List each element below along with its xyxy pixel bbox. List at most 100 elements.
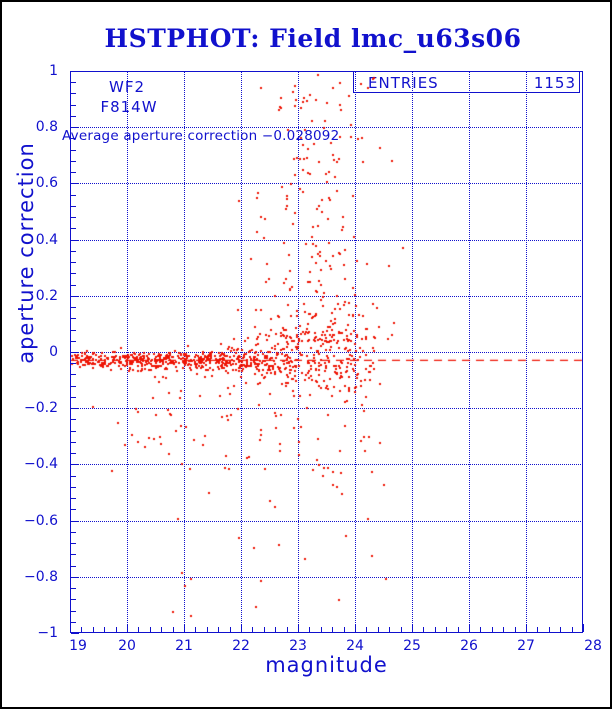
y-major-tick [71, 408, 79, 410]
y-minor-tick [71, 621, 76, 623]
x-minor-tick [389, 627, 391, 632]
x-minor-tick [309, 627, 311, 632]
y-tick-label: 0.4 [35, 231, 58, 248]
y-major-tick [71, 71, 79, 72]
x-tick-label: 26 [460, 638, 478, 654]
y-minor-tick [71, 340, 76, 342]
y-tick-label: −0.4 [24, 456, 58, 473]
y-major-tick [71, 127, 79, 129]
x-major-tick [298, 624, 299, 632]
x-tick-label: 19 [69, 638, 87, 654]
y-minor-tick [71, 138, 76, 140]
x-minor-tick [377, 627, 379, 632]
x-minor-tick [343, 627, 345, 632]
scatter-plot-canvas [70, 71, 583, 633]
y-minor-tick [71, 307, 76, 309]
y-minor-tick [71, 217, 76, 219]
x-axis-title: magnitude [265, 653, 388, 677]
x-tick-label: 22 [232, 638, 250, 654]
y-tick-label: −1 [37, 625, 58, 641]
y-minor-tick [71, 599, 76, 601]
x-minor-tick [434, 627, 436, 632]
x-minor-tick [537, 627, 539, 632]
x-minor-tick [514, 627, 516, 632]
y-minor-tick [71, 543, 76, 545]
plot-frame [70, 71, 583, 633]
x-minor-tick [286, 627, 288, 632]
y-tick-label: 1 [49, 63, 58, 79]
x-tick-label: 27 [517, 638, 535, 654]
y-major-tick [71, 352, 79, 353]
x-minor-tick [81, 627, 83, 632]
x-minor-tick [172, 627, 174, 632]
average-correction-annotation: Average aperture correction −0.028092 [62, 128, 340, 144]
y-major-tick [71, 239, 79, 241]
x-minor-tick [149, 627, 151, 632]
y-minor-tick [71, 374, 76, 376]
y-minor-tick [71, 453, 76, 455]
x-minor-tick [480, 627, 482, 632]
y-major-tick [71, 464, 79, 466]
x-minor-tick [503, 627, 505, 632]
y-minor-tick [71, 160, 76, 162]
y-major-tick [71, 633, 79, 634]
y-major-tick [71, 183, 79, 185]
y-minor-tick [71, 273, 76, 275]
x-tick-label: 23 [289, 638, 307, 654]
y-minor-tick [71, 385, 76, 387]
y-tick-label: −0.6 [24, 512, 58, 529]
x-minor-tick [195, 627, 197, 632]
y-minor-tick [71, 115, 76, 117]
x-minor-tick [92, 627, 94, 632]
y-tick-label: −0.2 [24, 400, 58, 417]
x-minor-tick [275, 627, 277, 632]
y-minor-tick [71, 509, 76, 511]
y-major-tick [71, 295, 79, 297]
x-minor-tick [252, 627, 254, 632]
y-minor-tick [71, 250, 76, 252]
y-minor-tick [71, 565, 76, 567]
y-tick-label: −0.8 [24, 568, 58, 585]
y-minor-tick [71, 104, 76, 106]
y-minor-tick [71, 329, 76, 331]
x-minor-tick [548, 627, 550, 632]
x-minor-tick [400, 627, 402, 632]
x-tick-label: 25 [403, 638, 421, 654]
x-major-tick [469, 624, 470, 632]
y-major-tick [71, 520, 79, 522]
x-major-tick [526, 624, 527, 632]
y-minor-tick [71, 149, 76, 151]
y-minor-tick [71, 498, 76, 500]
y-tick-label: 0.2 [35, 287, 58, 304]
x-minor-tick [229, 627, 231, 632]
y-minor-tick [71, 430, 76, 432]
y-minor-tick [71, 172, 76, 174]
y-minor-tick [71, 318, 76, 320]
y-minor-tick [71, 475, 76, 477]
x-tick-label: 28 [584, 638, 602, 654]
y-minor-tick [71, 194, 76, 196]
y-minor-tick [71, 554, 76, 556]
y-minor-tick [71, 82, 76, 84]
y-tick-label: 0.8 [35, 119, 58, 136]
x-minor-tick [491, 627, 493, 632]
x-minor-tick [104, 627, 106, 632]
y-minor-tick [71, 262, 76, 264]
x-minor-tick [161, 627, 163, 632]
x-minor-tick [115, 627, 117, 632]
y-minor-tick [71, 610, 76, 612]
y-minor-tick [71, 284, 76, 286]
x-major-tick [412, 624, 413, 632]
page-title: HSTPHOT: Field lmc_u63s06 [104, 24, 522, 53]
y-minor-tick [71, 363, 76, 365]
x-tick-label: 21 [175, 638, 193, 654]
y-minor-tick [71, 228, 76, 230]
x-minor-tick [206, 627, 208, 632]
y-minor-tick [71, 531, 76, 533]
y-tick-label: 0 [49, 344, 58, 360]
x-minor-tick [332, 627, 334, 632]
y-minor-tick [71, 419, 76, 421]
x-minor-tick [366, 627, 368, 632]
camera-annotation: WF2 [108, 78, 145, 96]
